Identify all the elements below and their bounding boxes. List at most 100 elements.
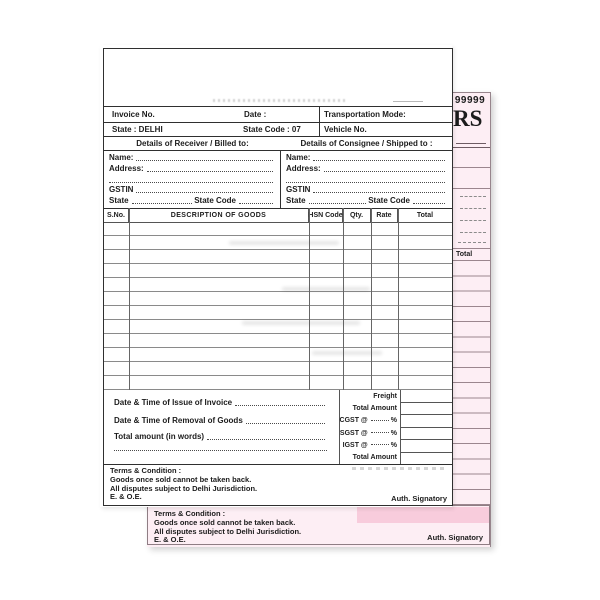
dotted-leader bbox=[136, 192, 273, 194]
col-sno: S.No. bbox=[107, 211, 125, 219]
pink-terms-title: Terms & Condition : bbox=[154, 509, 226, 518]
illegible-faint-text bbox=[213, 99, 348, 102]
dotted-leader bbox=[131, 203, 193, 204]
pink-strip-cell bbox=[452, 167, 490, 189]
dotted-leader bbox=[146, 170, 273, 172]
dotted-leader bbox=[239, 203, 273, 204]
table-column-line bbox=[129, 208, 130, 390]
dotted-leader bbox=[235, 405, 325, 406]
address-label: Address: bbox=[109, 163, 144, 173]
dotted-leader bbox=[460, 232, 486, 233]
column-divider bbox=[319, 106, 320, 122]
vehicle-no-label: Vehicle No. bbox=[324, 125, 367, 134]
issue-datetime-label: Date & Time of Issue of Invoice bbox=[114, 398, 233, 407]
receiver-title: Details of Receiver / Billed to: bbox=[136, 138, 249, 148]
dotted-leader bbox=[313, 160, 445, 161]
scan-smudge bbox=[312, 351, 382, 355]
section-title-row: Details of Receiver / Billed to: Details… bbox=[104, 136, 452, 151]
scan-smudge bbox=[229, 241, 339, 245]
table-column-line bbox=[309, 208, 310, 390]
totals-value-cell bbox=[400, 440, 452, 453]
col-qty: Qty. bbox=[349, 211, 364, 219]
dotted-leader bbox=[370, 444, 389, 446]
state-code-field-label: State Code bbox=[194, 196, 236, 205]
pink-terms-line: E. & O.E. bbox=[154, 535, 186, 544]
pink-terms-line: Goods once sold cannot be taken back. bbox=[154, 518, 296, 527]
gstin-label: GSTIN bbox=[286, 185, 311, 195]
address-label: Address: bbox=[286, 163, 321, 173]
letterhead-box bbox=[104, 49, 452, 107]
pink-terms-box: Terms & Condition : Goods once sold cann… bbox=[147, 505, 490, 545]
invoice-no-label: Invoice No. bbox=[112, 110, 155, 119]
col-hsn: HSN Code bbox=[308, 211, 343, 219]
freight-label: Freight bbox=[373, 392, 397, 400]
amount-in-words-label: Total amount (in words) bbox=[114, 432, 205, 441]
dotted-leader bbox=[313, 192, 445, 194]
header-row-1: Invoice No. Date : Transportation Mode: bbox=[104, 106, 452, 123]
dotted-leader bbox=[370, 432, 389, 434]
grand-total-label: Total Amount bbox=[352, 454, 397, 462]
totals-value-cell bbox=[400, 453, 452, 465]
header-row-2: State : DELHI State Code : 07 Vehicle No… bbox=[104, 122, 452, 137]
scan-smudge bbox=[282, 287, 370, 291]
percent-suffix: % bbox=[390, 441, 397, 449]
table-column-line bbox=[343, 208, 344, 390]
sgst-label: SGST @ bbox=[339, 429, 368, 437]
pink-total-column-header: Total bbox=[452, 248, 490, 261]
party-details-section: Name: Address: GSTIN State State Code Nam… bbox=[104, 150, 452, 209]
pink-strip-cell bbox=[452, 147, 490, 168]
pink-terms-line: All disputes subject to Delhi Jurisdicti… bbox=[154, 527, 302, 536]
scan-smudge bbox=[242, 321, 360, 325]
faint-rule bbox=[393, 101, 423, 102]
dotted-leader bbox=[460, 196, 486, 197]
datetime-block: Date & Time of Issue of Invoice Date & T… bbox=[104, 390, 340, 464]
removal-datetime-label: Date & Time of Removal of Goods bbox=[114, 416, 243, 425]
illegible-faint-text bbox=[352, 467, 444, 470]
goods-table-header: S.No. DESCRIPTION OF GOODS HSN Code Qty.… bbox=[104, 208, 452, 223]
percent-suffix: % bbox=[390, 417, 397, 425]
dotted-leader bbox=[458, 242, 486, 243]
dotted-leader bbox=[460, 208, 486, 209]
consignee-details-block: Name: Address: GSTIN State State Code bbox=[281, 150, 452, 208]
col-rate: Rate bbox=[376, 211, 392, 219]
dotted-leader bbox=[370, 419, 389, 421]
dotted-leader bbox=[308, 203, 367, 204]
pink-brand-underline bbox=[456, 143, 486, 144]
terms-line: E. & O.E. bbox=[110, 492, 142, 501]
goods-table-rows bbox=[104, 222, 452, 390]
col-total: Total bbox=[416, 211, 434, 219]
state-label: State : DELHI bbox=[112, 125, 163, 134]
totals-value-cell bbox=[400, 403, 452, 415]
gstin-label: GSTIN bbox=[109, 185, 134, 195]
pink-serial-number: 99999 bbox=[454, 95, 486, 106]
terms-line: All disputes subject to Delhi Jurisdicti… bbox=[110, 484, 258, 493]
col-description: DESCRIPTION OF GOODS bbox=[170, 211, 267, 219]
state-code-label: State Code : 07 bbox=[243, 125, 301, 134]
dotted-leader bbox=[460, 220, 486, 221]
receiver-details-block: Name: Address: GSTIN State State Code bbox=[104, 150, 281, 208]
dotted-leader bbox=[207, 439, 325, 440]
dotted-leader bbox=[109, 181, 273, 183]
terms-title: Terms & Condition : bbox=[110, 466, 182, 475]
terms-box: Terms & Condition : Goods once sold cann… bbox=[104, 464, 452, 505]
table-column-line bbox=[371, 208, 372, 390]
state-code-field-label: State Code bbox=[368, 196, 410, 205]
transportation-mode-label: Transportation Mode: bbox=[324, 110, 406, 119]
totals-values-column bbox=[400, 390, 452, 464]
auth-signatory: Auth. Signatory bbox=[391, 494, 447, 503]
totals-value-cell bbox=[400, 390, 452, 403]
cgst-label: CGST @ bbox=[339, 417, 368, 425]
totals-value-cell bbox=[400, 415, 452, 428]
dotted-leader bbox=[245, 423, 325, 424]
name-label: Name: bbox=[286, 153, 311, 162]
name-label: Name: bbox=[109, 153, 134, 162]
total-amount-label: Total Amount bbox=[352, 404, 397, 412]
invoice-form: Invoice No. Date : Transportation Mode: … bbox=[103, 48, 453, 506]
terms-line: Goods once sold cannot be taken back. bbox=[110, 475, 252, 484]
consignee-title: Details of Consignee / Shipped to : bbox=[300, 138, 433, 148]
dotted-leader bbox=[136, 160, 273, 161]
percent-suffix: % bbox=[390, 429, 397, 437]
pink-empty-total-cells bbox=[452, 261, 490, 505]
pink-highlight-band bbox=[357, 507, 490, 523]
